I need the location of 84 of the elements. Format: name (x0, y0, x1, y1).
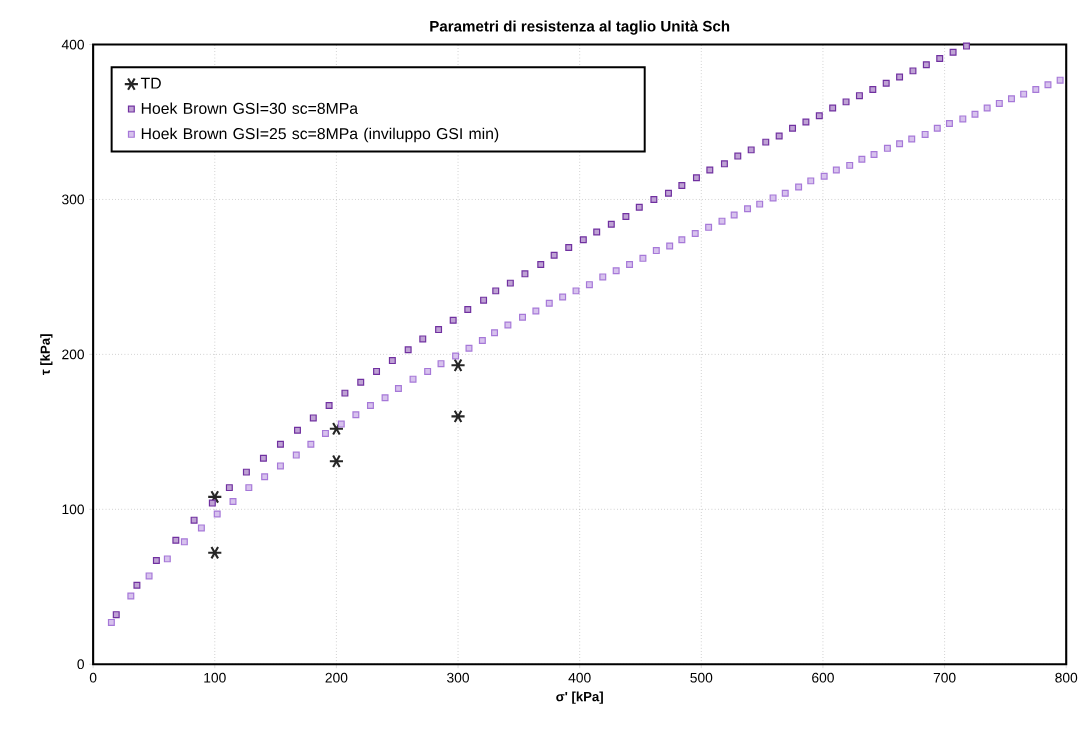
point (259, 454, 267, 462)
point (449, 317, 457, 324)
point (435, 326, 443, 334)
point (692, 174, 700, 182)
x-axis-title: σ' [kPa] (556, 691, 603, 705)
point (328, 422, 345, 436)
point (962, 42, 970, 50)
point (208, 499, 216, 507)
point (521, 270, 529, 278)
point (869, 86, 877, 94)
point (450, 409, 466, 424)
y-tick-label: 400 (61, 39, 84, 50)
point (207, 490, 223, 504)
point (593, 228, 601, 236)
x-tick-label: 800 (1055, 673, 1078, 683)
x-tick-label: 500 (690, 673, 713, 683)
point (450, 358, 466, 373)
point (357, 379, 365, 386)
y-axis-title: τ [kPa] (40, 334, 53, 376)
point (650, 196, 658, 204)
point (829, 104, 837, 112)
point (815, 112, 823, 120)
x-tick-label: 300 (447, 673, 470, 683)
point (855, 92, 863, 100)
point (896, 73, 904, 81)
point (276, 440, 284, 448)
x-tick-label: 0 (89, 673, 97, 683)
point (842, 98, 850, 106)
point (550, 251, 558, 259)
point (802, 118, 810, 126)
point (720, 160, 728, 168)
y-tick-label: 300 (62, 194, 84, 205)
x-tick-label: 700 (933, 673, 956, 683)
point (341, 389, 349, 397)
x-tick-label: 100 (204, 673, 226, 683)
point (464, 306, 472, 314)
x-tick-label: 200 (325, 673, 348, 683)
point (775, 132, 783, 140)
point (225, 484, 233, 492)
point (309, 414, 317, 422)
point (388, 357, 396, 365)
point (635, 203, 643, 211)
point (133, 581, 141, 589)
point (922, 61, 930, 69)
point (242, 468, 250, 476)
y-tick-label: 0 (77, 659, 84, 670)
legend-label: Hoek Brown GSI=30 sc=8MPa (141, 102, 359, 115)
point (112, 611, 120, 619)
x-tick-label: 400 (568, 673, 591, 683)
y-tick-label: 100 (62, 504, 84, 515)
point (706, 166, 714, 174)
point (328, 454, 345, 469)
point (909, 67, 917, 75)
point (664, 190, 672, 197)
point (607, 220, 615, 228)
point (565, 244, 573, 252)
point (734, 152, 742, 160)
point (373, 368, 381, 376)
legend-label: Hoek Brown GSI=25 sc=8MPa (inviluppo GSI min) (141, 127, 499, 143)
point (152, 557, 160, 565)
y-tick-label: 200 (62, 349, 84, 360)
point (172, 537, 180, 544)
point (949, 49, 957, 56)
point (492, 287, 500, 295)
point (936, 55, 944, 63)
x-tick-label: 600 (812, 673, 834, 683)
point (882, 80, 890, 87)
point (419, 335, 427, 343)
point (480, 296, 488, 304)
point (404, 346, 412, 354)
point (622, 213, 630, 221)
point (537, 261, 545, 269)
chart-title: Parametri di resistenza al taglio Unità Sch (430, 20, 730, 35)
point (789, 124, 797, 132)
point (762, 138, 770, 146)
point (678, 182, 686, 190)
point (325, 402, 333, 410)
point (506, 279, 514, 287)
point (747, 146, 755, 154)
point (190, 516, 198, 524)
point (207, 546, 223, 560)
point (294, 427, 301, 434)
legend-label: TD (140, 77, 161, 89)
point (579, 236, 587, 244)
